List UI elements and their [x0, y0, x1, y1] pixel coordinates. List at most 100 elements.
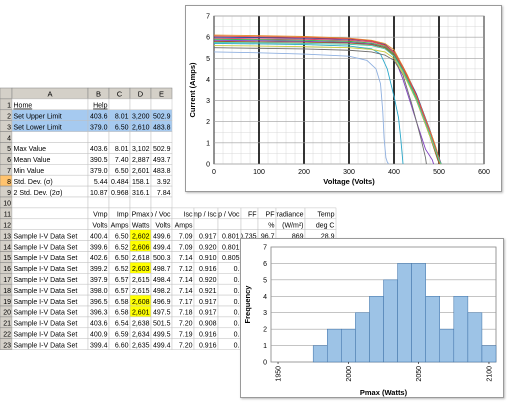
- cell[interactable]: [150, 196, 173, 209]
- link-home[interactable]: Home: [14, 103, 33, 110]
- cell[interactable]: [87, 131, 110, 143]
- cell-value: 2,618: [132, 255, 150, 262]
- cell-value: 6.50: [115, 168, 129, 175]
- cell-value: 0.735: [239, 233, 257, 240]
- cell-value: 397.9: [90, 277, 108, 284]
- cell-value: 402.6: [90, 255, 108, 262]
- cell-value: 6.57: [115, 277, 129, 284]
- cell-value: 0.: [234, 321, 240, 328]
- cell[interactable]: [129, 98, 152, 111]
- cell-value: 96.7: [261, 233, 275, 240]
- cell-value: 7.12: [179, 266, 193, 273]
- cell[interactable]: [217, 218, 242, 230]
- pmax-histogram-chart[interactable]: 0 1 2 3 4 5 6 7 1950 2000 2050 2100 Pmax (Watts) Freq…: [240, 238, 504, 398]
- cell[interactable]: [150, 131, 173, 143]
- row-number: 15: [3, 255, 11, 262]
- x-tick-label: 0: [212, 169, 216, 176]
- y-tick-label: 7: [206, 14, 210, 21]
- histogram-bar: [355, 312, 370, 363]
- iv-series-line: [213, 35, 442, 165]
- iv-curve-chart[interactable]: 0 100 200 300 400 500 600 0 1 2 3 4 5 6 7 Voltage (Volt…: [185, 5, 502, 192]
- cell-value: 403.6: [90, 146, 108, 153]
- row-number: 22: [3, 332, 11, 339]
- cell-value: 502.9: [153, 146, 171, 153]
- cell-value: 483.8: [153, 124, 171, 131]
- histogram-bar: [411, 263, 426, 363]
- cell[interactable]: [129, 196, 152, 209]
- cell-value: 500.3: [153, 255, 171, 262]
- cell-value: 0.917: [199, 299, 217, 306]
- cell-value: Sample I-V Data Set: [14, 310, 78, 317]
- row-number: 7: [7, 168, 11, 175]
- histogram-bar: [467, 312, 483, 363]
- cell-value: 3,102: [132, 146, 150, 153]
- row-number: 5: [7, 146, 11, 153]
- cell-value: Pmax: [132, 212, 150, 219]
- cell[interactable]: [11, 196, 89, 209]
- cell-value: 498.7: [153, 266, 171, 273]
- link-help[interactable]: Help: [93, 103, 108, 110]
- cell-value: 2 Std. Dev. (2σ): [14, 190, 63, 197]
- column-header-label: A: [47, 90, 52, 99]
- cell-value: Mean Value: [14, 157, 51, 164]
- cell[interactable]: [129, 131, 152, 143]
- cell[interactable]: [193, 218, 219, 230]
- column-header-label: B: [96, 90, 101, 99]
- cell-value: 498.4: [153, 277, 171, 284]
- row-number: 23: [3, 342, 11, 349]
- cell[interactable]: [108, 196, 131, 209]
- y-tick-label: 0: [206, 162, 210, 169]
- y-tick-label: 2: [263, 327, 267, 334]
- cell-value: Vmp / Voc: [139, 212, 171, 219]
- cell-value: 0.805: [222, 255, 240, 262]
- histogram-bar: [341, 328, 356, 363]
- cell[interactable]: [240, 218, 259, 230]
- cell-value: 496.9: [153, 299, 171, 306]
- cell-value: 5.44: [94, 179, 108, 186]
- cell-value: 6.50: [115, 255, 129, 262]
- x-tick-label: 2100: [486, 366, 493, 382]
- cell[interactable]: [108, 131, 131, 143]
- cell[interactable]: [150, 98, 173, 111]
- cell-value: 400.4: [90, 233, 108, 240]
- cell-value: 6.54: [115, 321, 129, 328]
- cell-value: Max Value: [14, 146, 47, 153]
- cell-value: 396.5: [90, 299, 108, 306]
- x-tick-label: 2050: [416, 366, 423, 382]
- y-tick-label: 2: [206, 119, 210, 126]
- y-tick-label: 6: [206, 35, 210, 42]
- cell-value: Set Lower Limit: [14, 124, 62, 131]
- cell-value: 6.52: [115, 266, 129, 273]
- cell[interactable]: [11, 218, 89, 230]
- row-number: 6: [7, 157, 11, 164]
- cell-value: 158.1: [132, 179, 150, 186]
- column-header-label: C: [117, 90, 123, 99]
- cell-value: 8.01: [115, 114, 129, 121]
- y-tick-label: 1: [263, 343, 267, 350]
- cell-value: 316.1: [132, 190, 150, 197]
- cell-value: 2,615: [132, 288, 150, 295]
- cell-value: Sample I-V Data Set: [14, 255, 78, 262]
- cell-value: 6.59: [115, 332, 129, 339]
- cell-value: 6.58: [115, 299, 129, 306]
- cell-value: (W/m²): [282, 223, 303, 230]
- cell-value: Amps: [111, 223, 129, 230]
- x-tick-label: 2000: [346, 366, 353, 382]
- cell-value: 0.: [234, 332, 240, 339]
- cell-value: Isc: [184, 212, 193, 219]
- cell[interactable]: [87, 196, 110, 209]
- cell[interactable]: [11, 131, 89, 143]
- column-header[interactable]: [0, 87, 13, 100]
- cell[interactable]: [108, 98, 131, 111]
- iv-series-line: [213, 47, 427, 165]
- cell[interactable]: [11, 207, 89, 220]
- y-tick-label: 5: [206, 56, 210, 63]
- y-axis-label: Frequency: [243, 285, 252, 324]
- row-number: 12: [3, 223, 11, 230]
- cell-value: FF: [248, 212, 257, 219]
- cell-value: 403.6: [90, 321, 108, 328]
- cell-value: Sample I-V Data Set: [14, 342, 78, 349]
- iv-series-line: [213, 51, 389, 165]
- row-number: 16: [3, 266, 11, 273]
